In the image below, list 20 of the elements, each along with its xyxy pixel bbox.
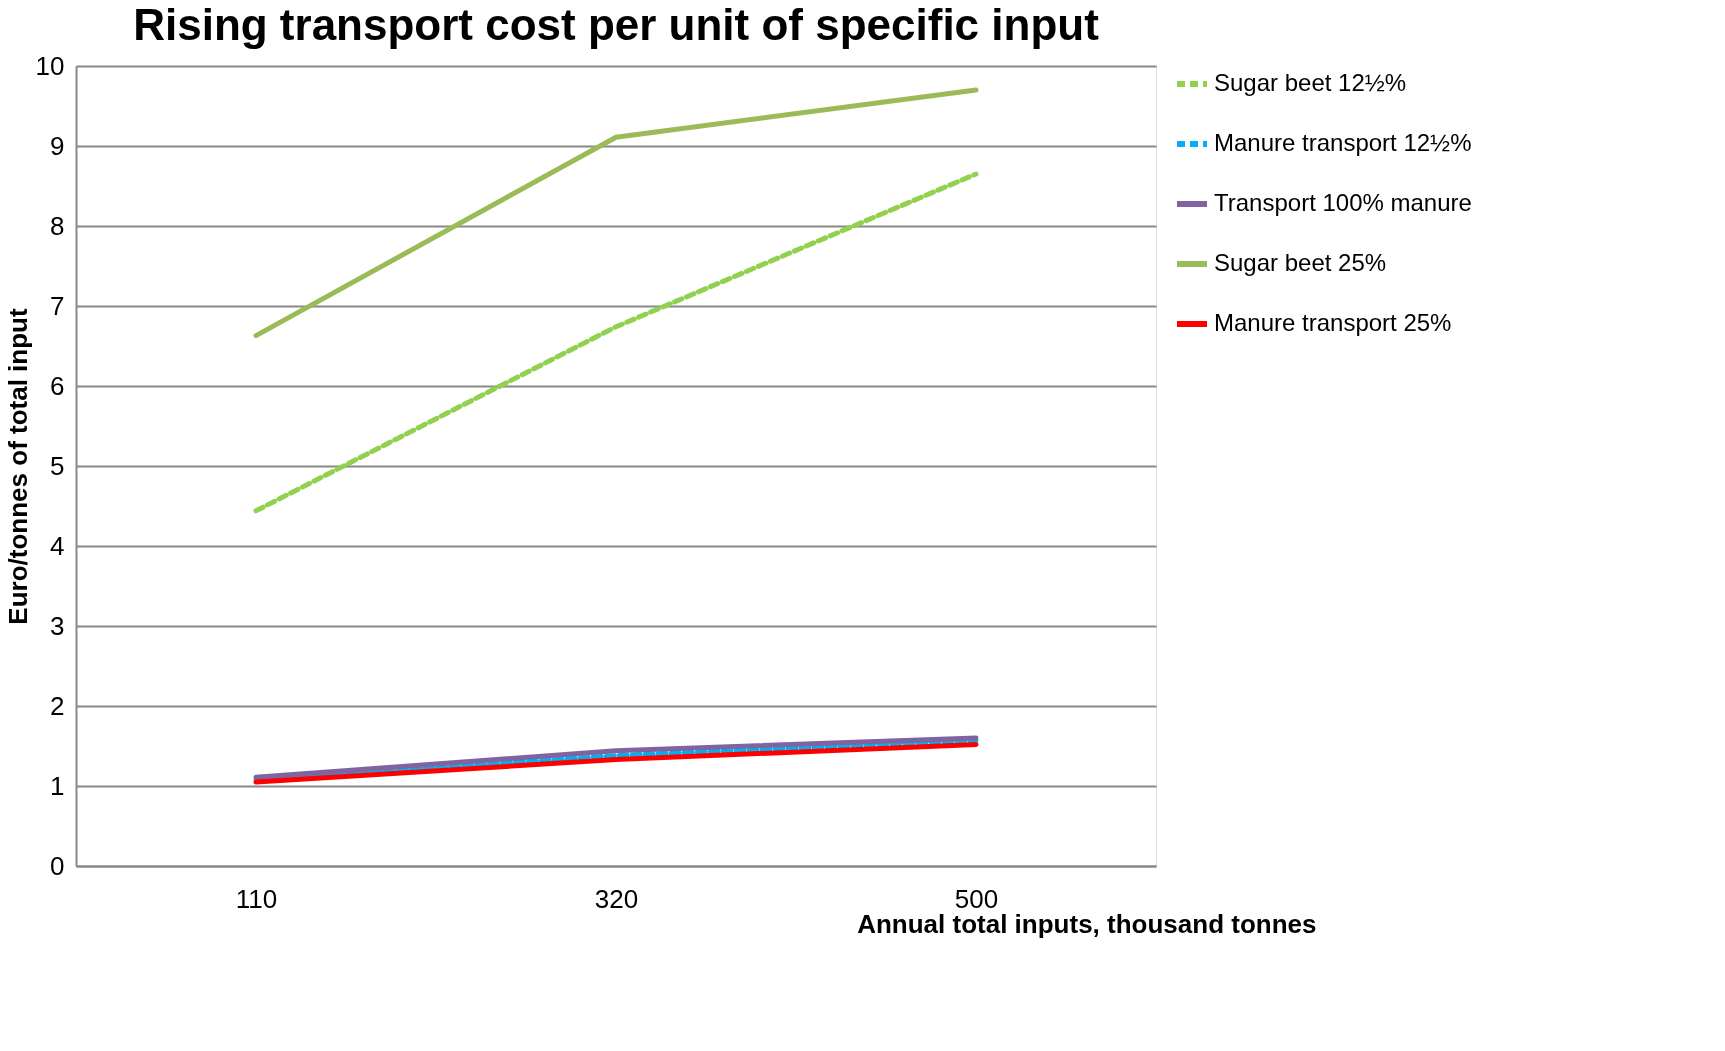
legend-label: Sugar beet 12½% — [1214, 69, 1407, 96]
x-tick-label: 320 — [594, 883, 639, 914]
legend-label: Sugar beet 25% — [1214, 249, 1387, 276]
y-tick-label: 9 — [50, 130, 65, 161]
y-tick-label: 1 — [50, 770, 65, 801]
y-tick-label: 8 — [50, 210, 65, 241]
legend-label: Manure transport 25% — [1214, 309, 1452, 336]
y-tick-label: 0 — [50, 850, 65, 881]
y-tick-label: 2 — [50, 690, 65, 721]
y-tick-label: 5 — [50, 450, 65, 481]
x-tick-label: 110 — [235, 883, 278, 914]
legend-label: Transport 100% manure — [1214, 189, 1472, 216]
y-tick-label: 3 — [50, 610, 65, 641]
chart-title: Rising transport cost per unit of specific input — [133, 0, 1100, 49]
y-tick-label: 6 — [50, 370, 65, 401]
y-axis-title: Euro/tonnes of total input — [2, 308, 33, 625]
y-tick-label: 10 — [35, 50, 65, 81]
legend-label: Manure transport 12½% — [1214, 129, 1472, 156]
y-tick-label: 4 — [50, 530, 65, 561]
y-tick-label: 7 — [50, 290, 65, 321]
